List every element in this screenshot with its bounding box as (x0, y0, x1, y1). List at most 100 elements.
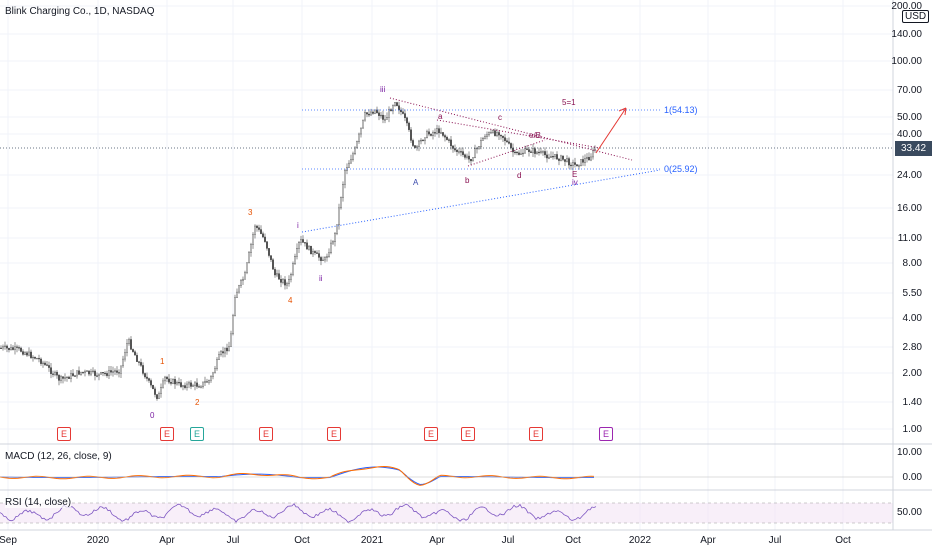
price-candles (0, 101, 596, 401)
candle-body (198, 386, 200, 388)
price-tick-label: 16.00 (897, 203, 922, 214)
earnings-marker[interactable]: E (424, 427, 438, 441)
candle-body (148, 378, 150, 381)
candle-body (30, 351, 32, 359)
candle-body (374, 109, 376, 114)
candle-body (556, 154, 558, 160)
candle-body (142, 365, 144, 374)
candle-body (404, 113, 406, 119)
candle-body (104, 372, 106, 375)
wave-label: iv (572, 178, 578, 187)
candle-body (194, 382, 196, 386)
chart-title: Blink Charging Co., 1D, NASDAQ (5, 6, 155, 17)
time-tick-label: Oct (294, 535, 310, 546)
earnings-marker[interactable]: E (57, 427, 71, 441)
candle-body (86, 370, 88, 372)
candle-body (326, 256, 328, 258)
price-tick-label: 11.00 (898, 233, 923, 244)
candle-body (150, 380, 152, 386)
candle-body (60, 376, 62, 381)
candle-body (338, 207, 340, 225)
candle-body (416, 146, 418, 148)
earnings-marker[interactable]: E (461, 427, 475, 441)
price-tick-label: 140.00 (891, 29, 922, 40)
candle-body (96, 375, 98, 377)
candle-body (390, 109, 392, 112)
candle-body (504, 137, 506, 141)
time-tick-label: 2020 (87, 535, 110, 546)
candle-body (570, 164, 572, 167)
candle-body (302, 239, 304, 243)
candle-body (248, 252, 250, 264)
candle-body (364, 112, 366, 121)
candle-body (490, 132, 492, 134)
candle-body (410, 129, 412, 141)
earnings-marker[interactable]: E (160, 427, 174, 441)
candle-body (146, 376, 148, 379)
candle-body (444, 135, 446, 138)
rsi-label[interactable]: RSI (14, close) (5, 497, 72, 508)
fib-level-label: 1(54.13) (664, 105, 698, 115)
candle-body (126, 343, 128, 353)
candle-body (474, 148, 476, 159)
candle-body (294, 256, 296, 264)
candle-body (398, 105, 400, 111)
candle-body (538, 151, 540, 154)
candle-body (250, 244, 252, 253)
candle-body (356, 141, 358, 149)
signal-line (0, 465, 595, 486)
candle-body (66, 376, 68, 379)
candle-body (494, 130, 496, 136)
candle-body (120, 365, 122, 374)
wave-label: 5=1 (562, 98, 576, 107)
candle-body (478, 146, 480, 149)
candle-body (74, 375, 76, 377)
candle-body (254, 225, 256, 235)
wave-label: A (413, 178, 419, 187)
candle-body (218, 354, 220, 360)
rsi-tick-label: 50.00 (897, 507, 922, 518)
wave-label: a (438, 112, 443, 121)
candle-body (530, 151, 532, 153)
earnings-marker[interactable]: E (529, 427, 543, 441)
dividend-marker[interactable]: E (190, 427, 204, 441)
candle-body (430, 133, 432, 136)
candle-body (2, 346, 4, 349)
wave-label: e/B (529, 131, 542, 140)
candle-body (138, 361, 140, 363)
candle-body (448, 139, 450, 141)
candle-body (382, 114, 384, 120)
candle-body (152, 384, 154, 390)
candle-body (396, 102, 398, 106)
macd-tick-label: 10.00 (897, 447, 922, 458)
currency-button[interactable]: USD (902, 10, 930, 23)
candle-body (580, 159, 582, 166)
earnings-marker[interactable]: E (327, 427, 341, 441)
wave-label: b (465, 176, 470, 185)
candle-body (200, 386, 202, 388)
candle-body (136, 354, 138, 362)
last-price-tag: 33.42 (895, 141, 932, 156)
price-tick-label: 40.00 (897, 129, 922, 140)
earnings-marker[interactable]: E (259, 427, 273, 441)
candle-body (578, 165, 580, 167)
candle-body (292, 263, 294, 275)
candle-body (172, 379, 174, 384)
candle-body (230, 333, 232, 347)
candle-body (16, 346, 18, 348)
candle-body (212, 372, 214, 377)
candle-body (128, 339, 130, 344)
wave-label: c (498, 113, 502, 122)
candle-body (82, 371, 84, 374)
candle-body (418, 140, 420, 147)
candle-body (352, 153, 354, 160)
candle-body (20, 347, 22, 352)
candle-body (102, 372, 104, 374)
earnings-marker-upcoming[interactable]: E (599, 427, 613, 441)
candle-body (32, 356, 34, 359)
macd-label[interactable]: MACD (12, 26, close, 9) (5, 451, 112, 462)
candle-body (64, 377, 66, 379)
candle-body (440, 132, 442, 134)
